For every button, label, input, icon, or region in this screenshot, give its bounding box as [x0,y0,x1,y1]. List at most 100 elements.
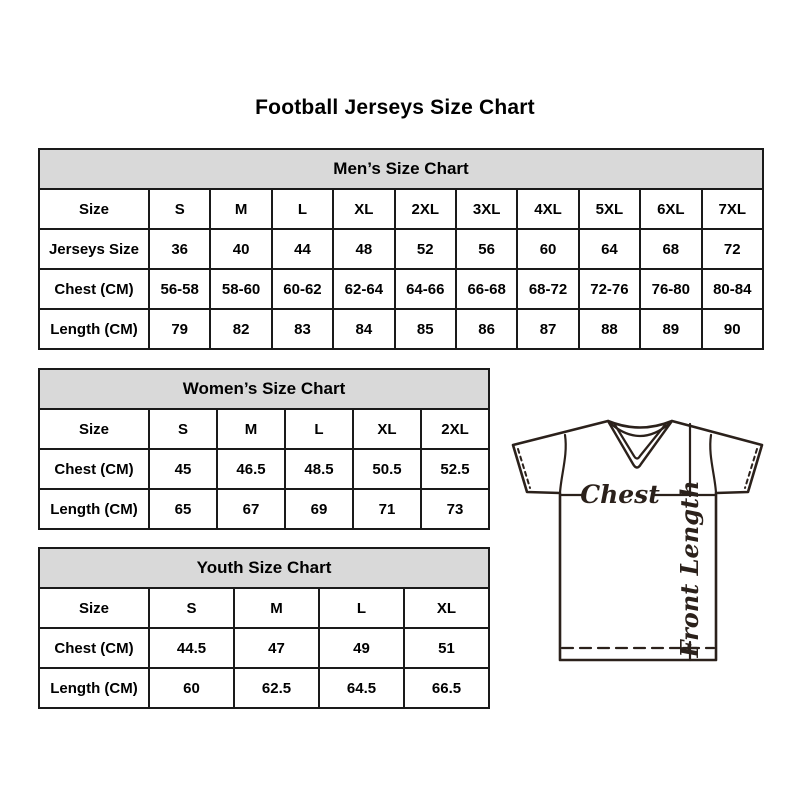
table-cell: 52 [393,228,457,270]
table-cell: 85 [393,308,457,350]
column-header: 2XL [420,408,490,450]
column-header: M [233,587,320,629]
table-cell: 60 [148,667,235,709]
table-cell: 36 [147,228,212,270]
column-header: 2XL [393,188,457,230]
jersey-right-armhole-seam [709,433,718,495]
row-header: Chest (CM) [38,448,150,490]
table-cell: 64-66 [393,268,457,310]
row-header: Chest (CM) [38,627,150,669]
table-cell: 89 [639,308,703,350]
column-header: S [148,408,218,450]
column-header: L [270,188,335,230]
column-header: 3XL [454,188,519,230]
table-cell: 50.5 [352,448,422,490]
table-cell: 45 [148,448,218,490]
table-row: Chest (CM) 45 46.5 48.5 50.5 52.5 [38,448,490,490]
table-cell: 71 [352,488,422,530]
table-cell: 44 [270,228,335,270]
table-cell: 62-64 [332,268,396,310]
mens-size-table: Men’s Size Chart Size S M L XL 2XL 3XL 4XL 5XL 6XL… [38,148,765,350]
table-title-band: Men’s Size Chart [38,148,764,190]
jersey-right-cuff-dashes [744,448,758,489]
column-header: XL [332,188,396,230]
row-header: Length (CM) [38,488,150,530]
table-row: Chest (CM) 44.5 47 49 51 [38,627,490,669]
jersey-measurement-diagram: Chest Front Length [505,405,771,667]
row-header: Jerseys Size [38,228,150,270]
column-header: 5XL [577,188,642,230]
column-header: L [318,587,405,629]
table-row: Chest (CM) 56-58 58-60 60-62 62-64 64-66 66-68… [38,268,765,310]
table-row: Length (CM) 79 82 83 84 85 86 87 88 89 90 [38,308,765,350]
table-cell: 79 [147,308,212,350]
table-cell: 52.5 [420,448,490,490]
youth-size-table: Youth Size Chart Size S M L XL Chest (CM) 44.5 4… [38,547,490,709]
jersey-collar-outer-v [606,419,674,469]
column-header: 4XL [516,188,580,230]
column-header: 7XL [700,188,765,230]
table-cell: 66-68 [454,268,519,310]
table-cell: 40 [209,228,273,270]
table-cell: 72-76 [577,268,642,310]
table-cell: 66.5 [403,667,490,709]
table-cell: 68 [639,228,703,270]
table-cell: 60 [516,228,580,270]
table-row: Length (CM) 60 62.5 64.5 66.5 [38,667,490,709]
table-cell: 90 [700,308,765,350]
table-cell: 67 [216,488,286,530]
chest-measure-label: Chest [580,480,660,509]
table-cell: 69 [284,488,354,530]
column-header: M [216,408,286,450]
jersey-left-armhole-seam [558,433,567,495]
table-cell: 44.5 [148,627,235,669]
table-cell: 58-60 [209,268,273,310]
column-header: Size [38,188,150,230]
table-cell: 51 [403,627,490,669]
table-cell: 65 [148,488,218,530]
column-header: 6XL [639,188,703,230]
table-cell: 60-62 [270,268,335,310]
table-row: Jerseys Size 36 40 44 48 52 56 60 64 68 72 [38,228,765,270]
table-cell: 88 [577,308,642,350]
table-row: Length (CM) 65 67 69 71 73 [38,488,490,530]
table-cell: 73 [420,488,490,530]
column-header: L [284,408,354,450]
column-header: S [148,587,235,629]
table-cell: 86 [454,308,519,350]
column-header: XL [403,587,490,629]
table-cell: 64.5 [318,667,405,709]
table-cell: 84 [332,308,396,350]
table-cell: 56 [454,228,519,270]
table-title-band: Women’s Size Chart [38,368,490,410]
column-header: Size [38,408,150,450]
table-cell: 48 [332,228,396,270]
table-cell: 72 [700,228,765,270]
table-cell: 46.5 [216,448,286,490]
table-cell: 83 [270,308,335,350]
table-cell: 47 [233,627,320,669]
table-cell: 49 [318,627,405,669]
table-cell: 82 [209,308,273,350]
column-header: XL [352,408,422,450]
row-header: Length (CM) [38,667,150,709]
table-cell: 56-58 [147,268,212,310]
table-cell: 80-84 [700,268,765,310]
column-header: S [147,188,212,230]
column-header: M [209,188,273,230]
table-cell: 48.5 [284,448,354,490]
row-header: Length (CM) [38,308,150,350]
jersey-diagram-svg: Chest Front Length [511,419,764,662]
column-header: Size [38,587,150,629]
table-cell: 68-72 [516,268,580,310]
table-cell: 64 [577,228,642,270]
front-length-measure-label: Front Length [675,480,704,658]
page-title: Football Jerseys Size Chart [255,96,535,119]
row-header: Chest (CM) [38,268,150,310]
jersey-outline [511,419,764,662]
table-title-band: Youth Size Chart [38,547,490,589]
jersey-collar-inner-v [613,423,667,460]
womens-size-table: Women’s Size Chart Size S M L XL 2XL Chest (CM)… [38,368,490,530]
table-cell: 76-80 [639,268,703,310]
